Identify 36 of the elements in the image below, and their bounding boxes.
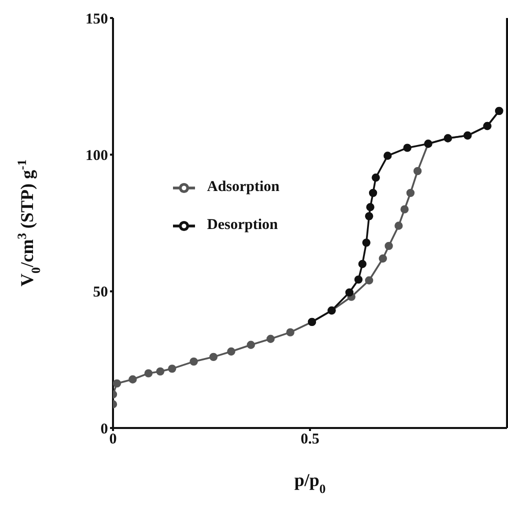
point [384, 242, 393, 250]
point [368, 188, 378, 198]
point [372, 174, 380, 182]
point [345, 288, 354, 297]
point [209, 352, 218, 362]
legend-label: Desorption [207, 217, 278, 233]
point [156, 367, 164, 376]
point [362, 238, 370, 247]
point [413, 166, 422, 176]
point [366, 203, 374, 212]
point [365, 276, 374, 284]
point [384, 152, 392, 160]
point [144, 369, 153, 378]
point [266, 334, 275, 343]
point [286, 328, 294, 336]
point [354, 275, 363, 284]
y-tick-label: 50 [93, 284, 108, 301]
point [394, 222, 403, 230]
point [246, 340, 255, 350]
point [365, 212, 374, 220]
x-axis-title: p/p$_{0}$ [294, 470, 326, 496]
point [113, 379, 122, 388]
point [406, 188, 415, 198]
point [378, 254, 387, 263]
y-tick-label: 100 [86, 148, 108, 164]
point [128, 375, 137, 384]
point [227, 347, 236, 356]
point [190, 357, 198, 366]
x-tick-label: 0.5 [300, 432, 320, 448]
point [400, 205, 409, 214]
legend-label: Adsorption [207, 179, 280, 195]
y-tick-label: 150 [86, 11, 108, 28]
point [168, 364, 176, 373]
point [403, 144, 412, 152]
y-tick-label: 0 [100, 421, 108, 438]
point [358, 260, 366, 268]
